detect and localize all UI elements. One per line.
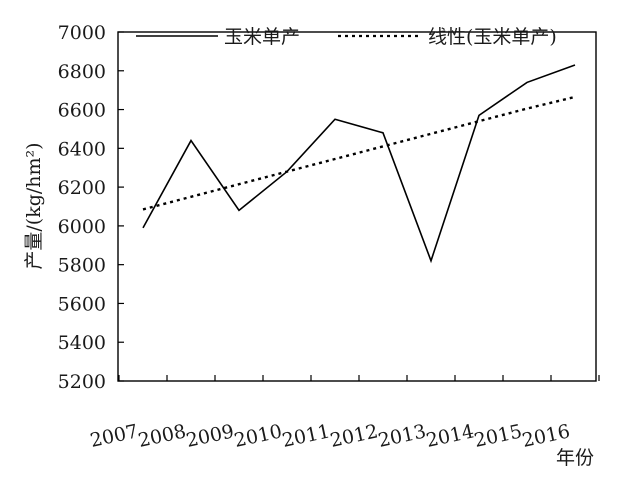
y-tick-label: 5800 (58, 255, 106, 277)
x-tick-label: 2015 (472, 420, 524, 452)
legend: 玉米单产 线性(玉米单产) (136, 26, 557, 48)
x-tick-label: 2013 (376, 420, 428, 452)
y-tick-label: 7000 (58, 22, 106, 44)
series-line-trend (143, 97, 575, 209)
y-tick-label: 6600 (58, 100, 106, 122)
y-tick-label: 5600 (58, 293, 106, 315)
y-tick-label: 5200 (58, 371, 106, 393)
y-tick-label: 5400 (58, 332, 106, 354)
y-tick-label: 6000 (58, 216, 106, 238)
x-tick-label: 2014 (424, 420, 476, 452)
y-tick-label: 6400 (58, 138, 106, 160)
series-layer (143, 65, 575, 261)
x-tick-label: 2009 (184, 420, 236, 452)
y-tick-label: 6200 (58, 177, 106, 199)
legend-label-series-1: 玉米单产 (224, 26, 300, 48)
y-axis-title: 产量/(kg/hm²) (23, 142, 45, 269)
x-tick-label: 2012 (328, 420, 380, 452)
legend-label-series-2: 线性(玉米单产) (428, 26, 557, 48)
x-tick-label: 2007 (88, 420, 140, 452)
x-tick-label: 2011 (280, 420, 332, 452)
x-axis-title: 年份 (556, 447, 594, 469)
x-tick-label: 2010 (232, 420, 284, 452)
y-tick-label: 6800 (58, 61, 106, 83)
x-tick-label: 2008 (136, 420, 188, 452)
y-axis-ticks: 5200 5400 5600 5800 6000 6200 6400 6600 6800 7000 (58, 22, 124, 393)
series-line-yield (143, 65, 575, 261)
